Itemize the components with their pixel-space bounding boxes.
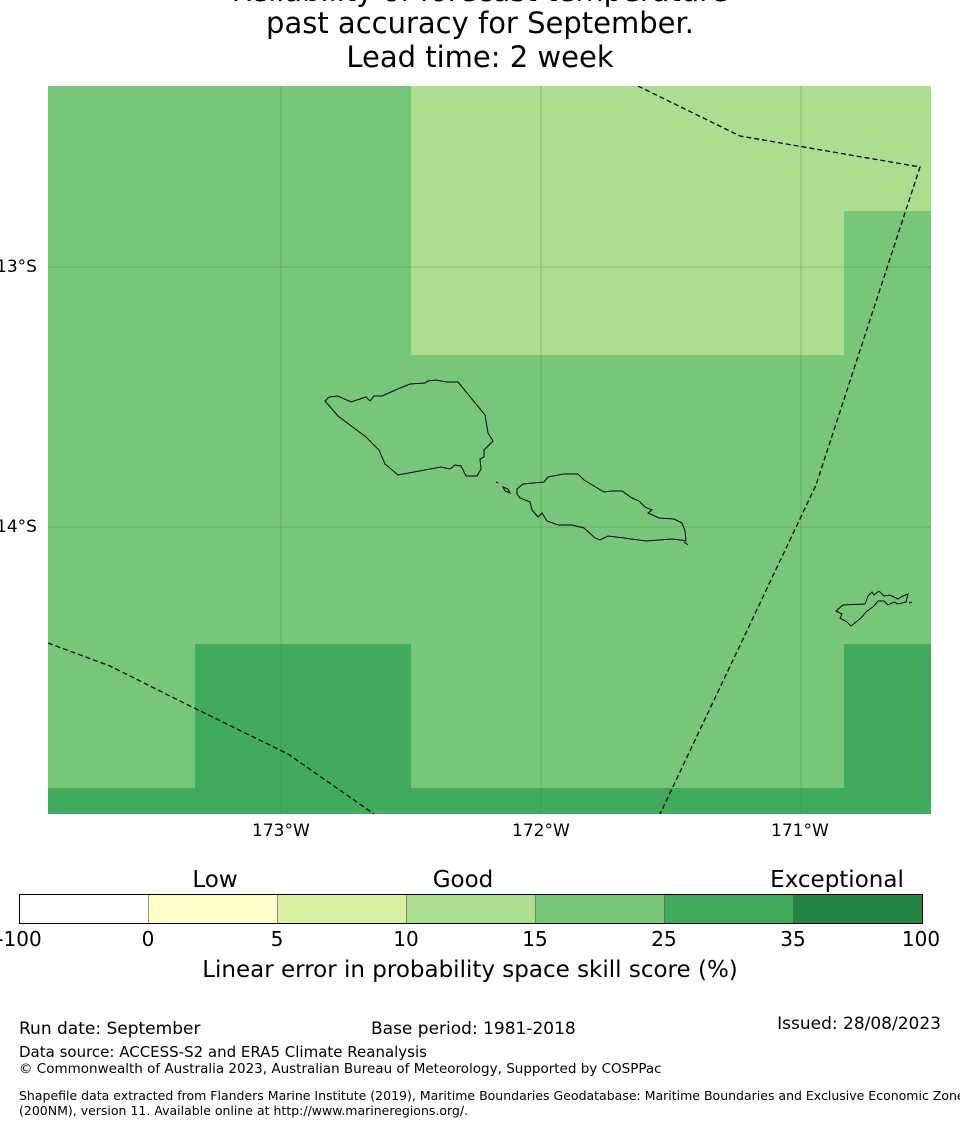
colorbar-segment <box>277 894 407 924</box>
skill-cell-10-15 <box>844 86 931 211</box>
tutuila-island <box>835 590 909 627</box>
colorbar-tick: 25 <box>651 927 677 951</box>
colorbar-tick: 0 <box>141 927 155 951</box>
copyright: © Commonwealth of Australia 2023, Austra… <box>19 1061 662 1077</box>
graticule <box>48 86 931 814</box>
skill-score-map <box>48 86 931 814</box>
colorbar-tick: 10 <box>393 927 419 951</box>
lat-label-13s: 13°S <box>0 257 37 277</box>
issued-date: Issued: 28/08/2023 <box>777 1014 941 1034</box>
legend-category-exceptional: Exceptional <box>770 867 904 893</box>
colorbar-label: Linear error in probability space skill … <box>202 957 738 983</box>
apolima-island <box>495 481 499 484</box>
colorbar-segment <box>793 894 923 924</box>
skill-cell-25-35 <box>48 788 931 814</box>
manono-island <box>501 486 512 494</box>
skill-cell-25-35 <box>844 644 931 814</box>
savaii-island <box>324 379 494 477</box>
map-title-line2: past accuracy for September. <box>266 6 694 40</box>
colorbar-tick: 5 <box>270 927 284 951</box>
lon-label-171w: 171°W <box>771 821 829 841</box>
shapefile-credit-line1: Shapefile data extracted from Flanders M… <box>19 1088 960 1103</box>
colorbar-tick: -100 <box>0 927 42 951</box>
colorbar-tick: 15 <box>522 927 548 951</box>
map-title-line3: Lead time: 2 week <box>346 40 614 74</box>
base-period: Base period: 1981-2018 <box>371 1019 576 1039</box>
lat-label-14s: 14°S <box>0 517 37 537</box>
upolu-tip <box>683 541 689 546</box>
coastline <box>324 379 913 627</box>
run-date: Run date: September <box>19 1019 201 1039</box>
skill-cell-10-15 <box>411 86 844 355</box>
aunuu-island <box>908 601 913 604</box>
colorbar-segment <box>406 894 536 924</box>
data-source: Data source: ACCESS-S2 and ERA5 Climate … <box>19 1043 427 1061</box>
map-title-line1: Reliability of forecast temperature <box>0 0 960 8</box>
colorbar-segment <box>664 894 794 924</box>
colorbar-tick: 100 <box>901 927 941 951</box>
upolu-island <box>516 473 687 542</box>
colorbar-segment <box>535 894 665 924</box>
legend-category-good: Good <box>432 867 494 893</box>
shapefile-credit-line2: (200NM), version 11. Available online at… <box>19 1103 469 1118</box>
lon-label-173w: 173°W <box>252 821 310 841</box>
legend-category-low: Low <box>192 867 238 893</box>
skill-cell-25-35 <box>195 644 411 814</box>
colorbar-tick: 35 <box>780 927 806 951</box>
lon-label-172w: 172°W <box>512 821 570 841</box>
eez-boundary <box>48 86 921 814</box>
colorbar <box>19 894 923 924</box>
colorbar-segment <box>19 894 149 924</box>
colorbar-segment <box>148 894 278 924</box>
